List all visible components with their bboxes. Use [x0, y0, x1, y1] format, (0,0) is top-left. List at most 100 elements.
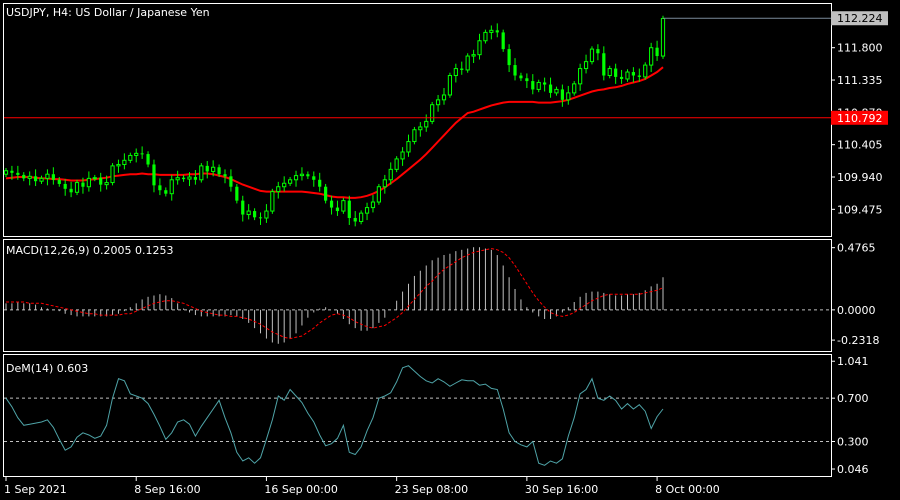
macd-title: MACD(12,26,9) 0.2005 0.1253 — [6, 244, 174, 257]
candle-body-bear — [99, 177, 103, 185]
candle-body-bull — [92, 177, 97, 180]
candle-body-bear — [252, 211, 257, 218]
candle-body-bear — [495, 30, 499, 33]
candle-body-bull — [211, 166, 216, 172]
candle-body-bull — [441, 94, 447, 101]
candle-body-bear — [81, 182, 85, 187]
candle-body-bull — [288, 179, 293, 184]
price-panel[interactable]: USDJPY, H4: US Dollar / Japanese Yen 111… — [3, 3, 889, 237]
candle-body-bull — [187, 176, 192, 180]
time-tick-label: 1 Sep 2021 — [4, 483, 67, 496]
macd-axis: 0.4765 0.0000 -0.2318 — [4, 242, 879, 347]
candle-body-bull — [625, 71, 630, 80]
hline-price-tag: 110.792 — [837, 112, 883, 125]
candle-body-bull — [394, 158, 399, 170]
price-tick-label: 110.405 — [837, 139, 883, 152]
candle-body-bear — [525, 78, 529, 82]
candle-body-bull — [39, 177, 44, 182]
symbol-title: USDJPY, H4: US Dollar / Japanese Yen — [6, 6, 210, 19]
macd-tick-label: 0.0000 — [837, 304, 876, 317]
demarker-panel[interactable]: DeM(14) 0.603 1.041 0.700 0.300 0.046 — [3, 354, 869, 477]
price-axis: 111.800111.335110.870110.405109.940109.4… — [831, 42, 883, 216]
candle-body-bull — [583, 61, 589, 70]
time-tick-label: 23 Sep 08:00 — [395, 483, 468, 496]
candle-body-bull — [293, 175, 299, 181]
demarker-axis: 1.041 0.700 0.300 0.046 — [831, 355, 869, 476]
candle-body-bear — [631, 72, 636, 76]
candle-body-bull — [264, 210, 269, 219]
candle-body-bull — [270, 191, 275, 212]
candle-body-bull — [116, 163, 121, 167]
price-candles — [3, 15, 666, 227]
macd-signal-path — [6, 247, 664, 340]
demarker-title: DeM(14) 0.603 — [6, 362, 88, 375]
candle-body-bull — [453, 68, 458, 77]
candle-body-bull — [128, 154, 133, 161]
macd-panel[interactable]: MACD(12,26,9) 0.2005 0.1253 0.4765 0.0000… — [3, 239, 880, 352]
candle-body-bear — [205, 165, 209, 172]
candle-body-bear — [10, 170, 14, 173]
candle-body-bear — [235, 186, 239, 201]
demarker-line — [5, 365, 664, 466]
candle-body-bull — [447, 75, 453, 96]
candle-body-bull — [199, 165, 204, 181]
candle-body-bull — [359, 212, 364, 222]
candle-body-bear — [306, 174, 310, 177]
candle-body-bull — [465, 55, 470, 71]
candle-body-bear — [140, 153, 144, 155]
candle-body-bear — [543, 82, 547, 85]
demarker-path — [5, 365, 664, 466]
demarker-panel-frame — [3, 354, 832, 477]
candle-body-bear — [531, 81, 535, 90]
price-tick-label: 109.475 — [837, 203, 883, 216]
time-tick-label: 8 Sep 16:00 — [134, 483, 200, 496]
candle-body-bull — [489, 29, 494, 33]
candle-body-bear — [548, 84, 553, 93]
candle-body-bear — [637, 75, 641, 77]
candle-body-bear — [501, 32, 505, 50]
price-tags: 112.224 110.792 — [663, 11, 888, 125]
demarker-levels — [4, 397, 831, 442]
time-tick-label: 8 Oct 00:00 — [655, 483, 720, 496]
candle-body-bear — [193, 177, 198, 180]
candle-body-bear — [51, 174, 55, 180]
candle-body-bull — [477, 40, 482, 56]
demarker-tick-label: 0.700 — [837, 392, 869, 405]
candle-body-bull — [660, 18, 666, 57]
candle-body-bear — [57, 179, 61, 184]
candle-body-bull — [578, 68, 583, 85]
candle-body-bull — [299, 173, 305, 177]
candle-body-bear — [217, 167, 221, 175]
current-price-tag: 112.224 — [837, 12, 883, 25]
moving-average-line — [5, 66, 664, 199]
candle-body-bear — [258, 217, 263, 219]
candle-body-bear — [63, 183, 67, 189]
candle-body-bull — [364, 207, 370, 214]
candle-body-bear — [347, 200, 351, 219]
candle-body-bear — [460, 68, 464, 70]
price-tick-label: 111.335 — [837, 74, 883, 87]
time-tick-label: 30 Sep 16:00 — [525, 483, 598, 496]
candle-body-bull — [483, 31, 488, 42]
candle-body-bear — [614, 68, 618, 77]
candle-body-bull — [122, 159, 127, 165]
moving-average-path — [5, 66, 664, 199]
macd-signal-line — [6, 247, 664, 340]
candle-body-bull — [566, 92, 571, 101]
candle-body-bull — [589, 48, 595, 63]
candle-body-bear — [507, 49, 511, 66]
candle-body-bear — [146, 154, 150, 165]
candle-body-bull — [276, 186, 281, 193]
candle-body-bear — [560, 89, 564, 100]
candle-body-bear — [22, 174, 26, 179]
candle-body-bull — [649, 47, 654, 66]
candle-body-bull — [282, 182, 287, 188]
candle-body-bear — [181, 177, 186, 180]
candle-body-bull — [27, 175, 32, 179]
price-tick-label: 109.940 — [837, 171, 883, 184]
candle-body-bull — [134, 152, 139, 156]
candle-body-bull — [536, 81, 541, 90]
time-axis: 1 Sep 2021 8 Sep 16:00 16 Sep 00:00 23 Sep … — [4, 477, 720, 496]
candle-body-bull — [110, 165, 115, 184]
